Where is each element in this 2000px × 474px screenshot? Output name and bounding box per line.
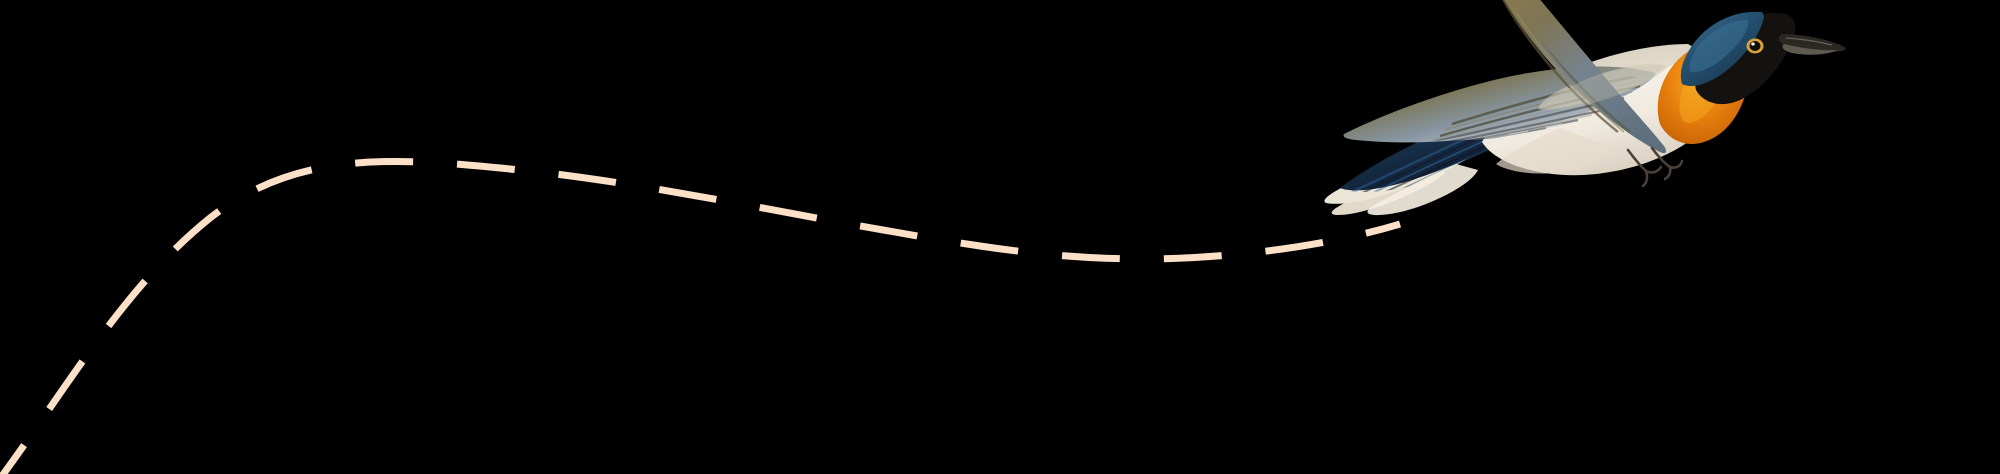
eye: [1746, 38, 1764, 54]
beak: [1778, 34, 1846, 55]
head: [1680, 11, 1846, 105]
inner-wing-wash: [1540, 63, 1664, 111]
flying-bird-illustration: [1324, 0, 1846, 216]
feet: [1626, 146, 1684, 188]
